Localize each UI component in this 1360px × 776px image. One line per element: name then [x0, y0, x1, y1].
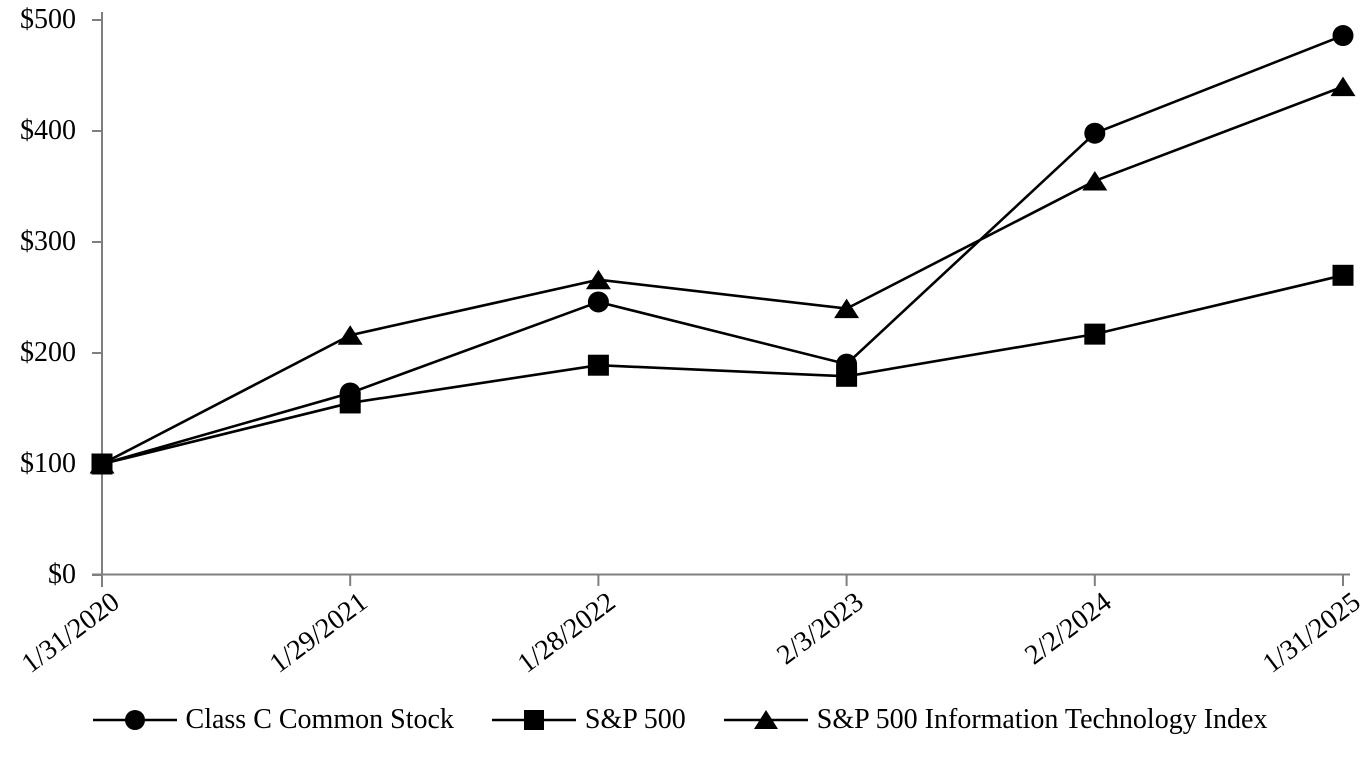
legend-item-sp500: S&P 500 [491, 704, 686, 736]
series-line-circle [101, 34, 1344, 466]
triangle-marker [1082, 170, 1108, 191]
legend-label: S&P 500 Information Technology Index [816, 704, 1268, 735]
triangle-marker [834, 298, 860, 319]
circle-marker [587, 291, 609, 313]
y-axis-label-300: $300 [20, 226, 76, 257]
square-marker-icon [491, 710, 576, 730]
y-axis-label-200: $200 [20, 337, 76, 368]
chart-legend: Class C Common Stock S&P 500 S&P 500 Inf… [0, 704, 1360, 736]
square-marker [1332, 264, 1354, 286]
y-axis-label-0: $0 [48, 559, 76, 590]
legend-label: Class C Common Stock [185, 704, 454, 735]
triangle-marker [337, 325, 363, 345]
legend-label: S&P 500 [584, 704, 686, 735]
legend-item-sp500-it-index: S&P 500 Information Technology Index [723, 704, 1268, 736]
circle-marker-icon [92, 710, 177, 730]
square-marker [836, 365, 858, 387]
circle-marker [1332, 25, 1354, 47]
y-axis-label-400: $400 [20, 115, 76, 146]
square-marker [339, 392, 361, 414]
legend-item-class-c-common-stock: Class C Common Stock [92, 704, 454, 736]
series-line-square [101, 274, 1344, 466]
triangle-marker [1330, 76, 1356, 97]
circle-marker [1084, 122, 1106, 144]
square-marker [91, 453, 113, 475]
series-line-triangle [101, 85, 1344, 466]
triangle-marker-icon [723, 710, 808, 729]
y-axis-label-100: $100 [20, 448, 76, 479]
square-marker [587, 354, 609, 376]
y-axis-label-500: $500 [20, 4, 76, 35]
triangle-marker [585, 269, 611, 290]
square-marker [1084, 323, 1106, 345]
